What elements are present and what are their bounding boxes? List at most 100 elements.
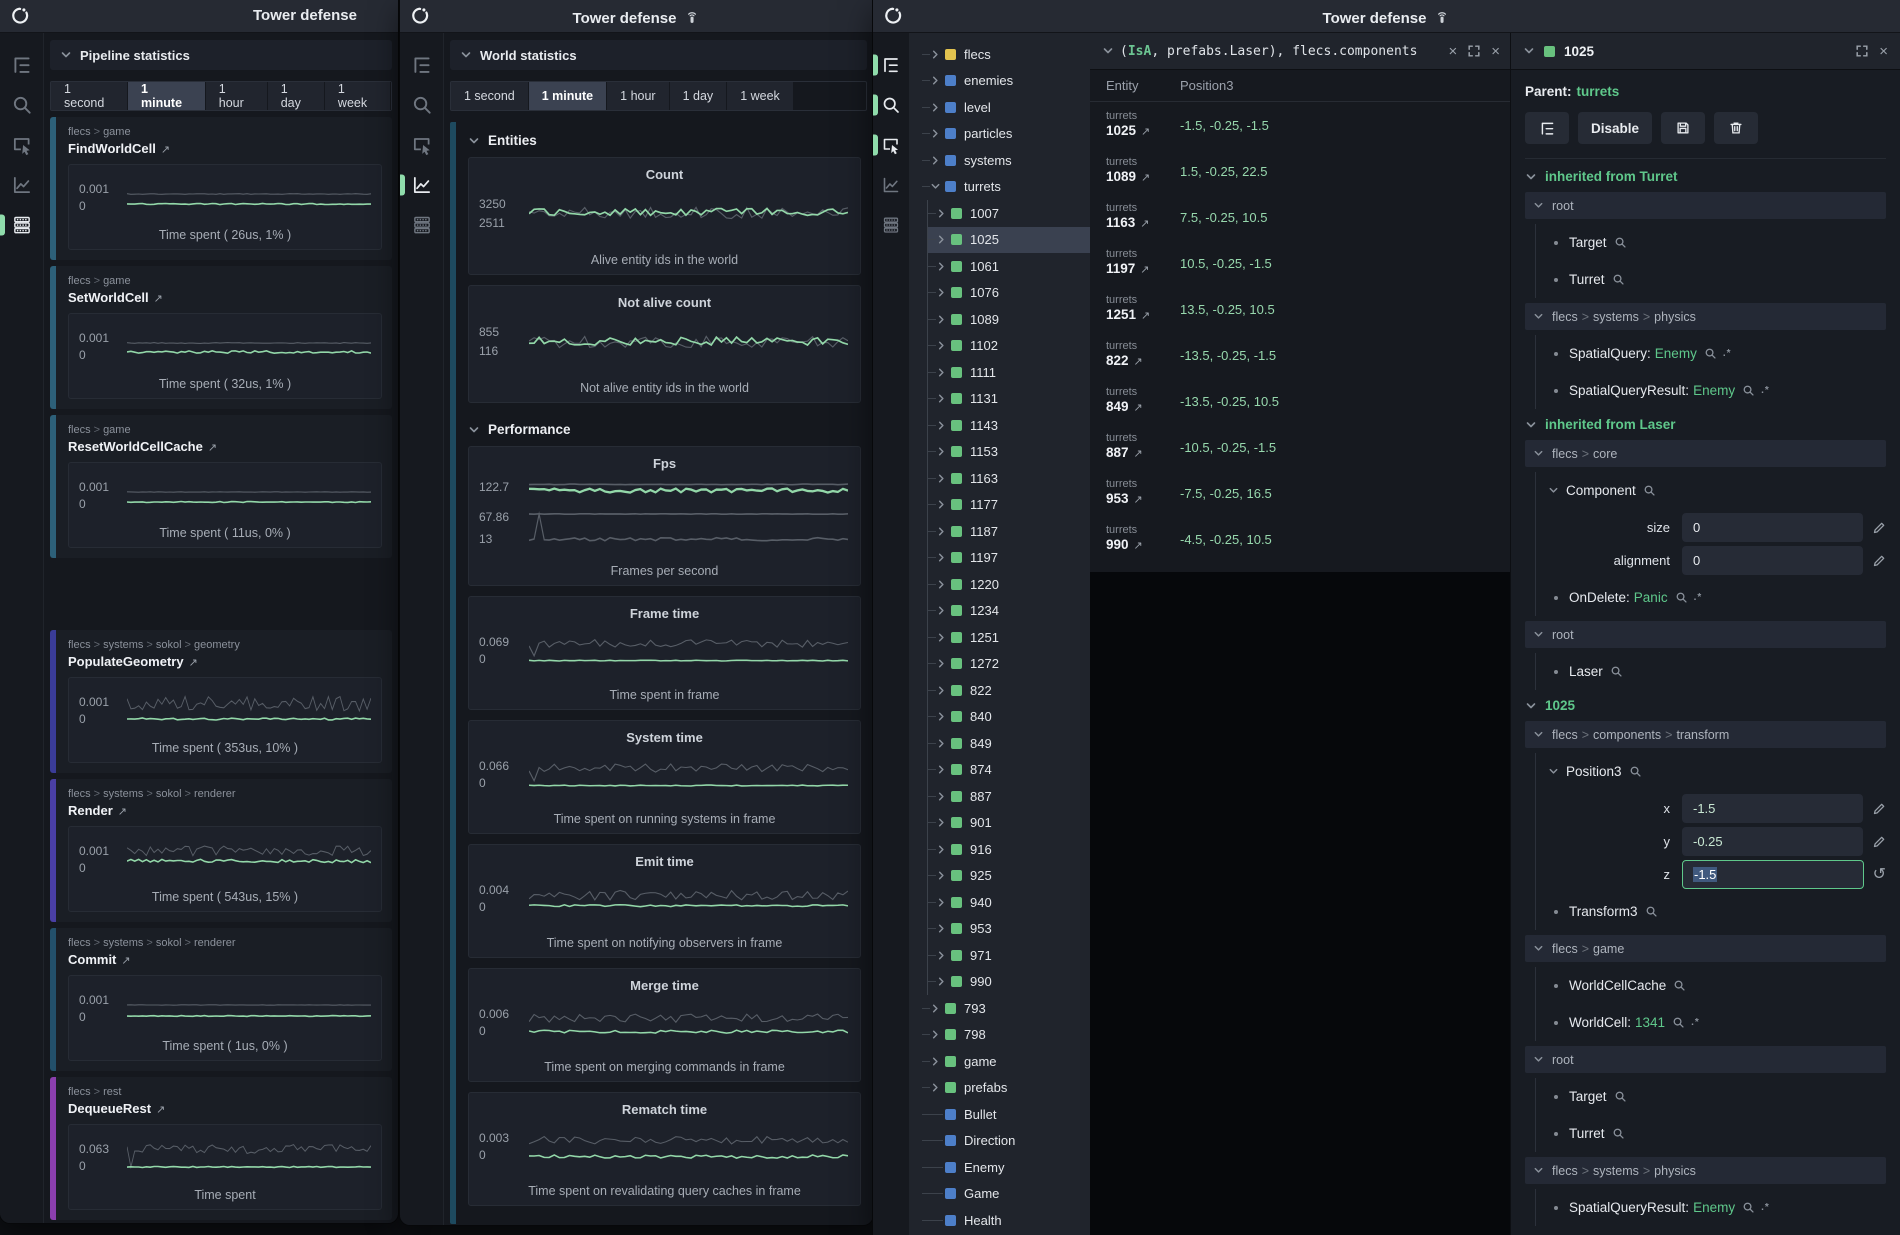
component-row-Position3[interactable]: Position3 [1536, 753, 1886, 790]
external-link-icon[interactable]: ↗ [160, 144, 171, 156]
time-button-1-week[interactable]: 1 week [727, 82, 794, 110]
tree-item-798[interactable]: 798 [910, 1022, 1090, 1049]
tree-item-1272[interactable]: 1272 [928, 651, 1090, 678]
tree-item-1102[interactable]: 1102 [928, 333, 1090, 360]
magnifier-icon[interactable] [1614, 1090, 1627, 1103]
magnifier-icon[interactable] [1672, 1016, 1685, 1029]
chevron-right-icon[interactable] [936, 870, 949, 881]
sidebar-item-search[interactable] [400, 85, 443, 125]
magnifier-icon[interactable] [1742, 384, 1755, 397]
magnifier-icon[interactable] [1645, 905, 1658, 918]
entity-id-link[interactable]: 887 ↗ [1106, 445, 1143, 460]
sidebar-item-search[interactable] [0, 85, 43, 125]
world-panel-header[interactable]: World statistics [450, 40, 867, 70]
chevron-right-icon[interactable] [936, 950, 949, 961]
external-link-icon[interactable]: ↗ [156, 1104, 166, 1116]
magnifier-icon[interactable] [1610, 665, 1623, 678]
tree-item-1220[interactable]: 1220 [928, 571, 1090, 598]
tree-item-971[interactable]: 971 [928, 942, 1090, 969]
tree-item-Enemy[interactable]: Enemy [910, 1154, 1090, 1181]
chevron-right-icon[interactable] [936, 314, 949, 325]
chevron-right-icon[interactable] [930, 49, 943, 60]
chevron-right-icon[interactable] [930, 1003, 943, 1014]
tree-item-flecs[interactable]: flecs [910, 41, 1090, 68]
component-path-row[interactable]: root [1525, 621, 1886, 648]
sidebar-item-tree[interactable] [873, 45, 909, 85]
component-value-link[interactable]: Panic [1633, 590, 1668, 605]
tree-item-793[interactable]: 793 [910, 995, 1090, 1022]
tree-item-Bullet[interactable]: Bullet [910, 1101, 1090, 1128]
tree-item-990[interactable]: 990 [928, 969, 1090, 996]
magnifier-icon[interactable] [1614, 236, 1627, 249]
tree-item-1153[interactable]: 1153 [928, 439, 1090, 466]
external-link-icon[interactable]: ↗ [207, 442, 218, 454]
tree-item-822[interactable]: 822 [928, 677, 1090, 704]
sidebar-item-search[interactable] [873, 85, 909, 125]
close-icon[interactable]: × [1879, 42, 1888, 60]
chevron-right-icon[interactable] [930, 75, 943, 86]
tree-item-1076[interactable]: 1076 [928, 280, 1090, 307]
tree-item-enemies[interactable]: enemies [910, 68, 1090, 95]
inspector-section-inherited-from-Turret[interactable]: inherited from Turret [1525, 169, 1886, 184]
edit-pencil-icon[interactable] [1872, 554, 1886, 568]
chevron-right-icon[interactable] [936, 658, 949, 669]
entity-id-link[interactable]: 990 ↗ [1106, 537, 1143, 552]
chevron-right-icon[interactable] [936, 817, 949, 828]
external-link-icon[interactable]: ↗ [117, 806, 128, 818]
tree-item-1007[interactable]: 1007 [928, 200, 1090, 227]
tree-item-systems[interactable]: systems [910, 147, 1090, 174]
tree-item-849[interactable]: 849 [928, 730, 1090, 757]
tree-item-1143[interactable]: 1143 [928, 412, 1090, 439]
chevron-right-icon[interactable] [936, 711, 949, 722]
chevron-right-icon[interactable] [936, 261, 949, 272]
time-button-1-second[interactable]: 1 second [51, 82, 129, 110]
chevron-right-icon[interactable] [936, 499, 949, 510]
entity-id-link[interactable]: 953 ↗ [1106, 491, 1143, 506]
chevron-right-icon[interactable] [936, 976, 949, 987]
entity-id-link[interactable]: 1089 ↗ [1106, 169, 1151, 184]
disable-button[interactable]: Disable [1578, 112, 1653, 144]
query-header[interactable]: (IsA, prefabs.Laser), flecs.components ×… [1090, 33, 1510, 70]
fullscreen-icon[interactable] [1855, 44, 1869, 58]
magnifier-icon[interactable] [1612, 273, 1625, 286]
chevron-right-icon[interactable] [936, 287, 949, 298]
tree-item-1111[interactable]: 1111 [928, 359, 1090, 386]
time-button-1-day[interactable]: 1 day [669, 82, 728, 110]
edit-pencil-icon[interactable] [1872, 835, 1886, 849]
chevron-right-icon[interactable] [930, 128, 943, 139]
parent-link[interactable]: turrets [1576, 84, 1620, 99]
chevron-right-icon[interactable] [936, 367, 949, 378]
chevron-right-icon[interactable] [936, 844, 949, 855]
time-button-1-hour[interactable]: 1 hour [205, 82, 268, 110]
section-header-entities[interactable]: Entities [464, 124, 863, 157]
field-input-y[interactable]: -0.25 [1682, 827, 1863, 856]
tree-item-874[interactable]: 874 [928, 757, 1090, 784]
chevron-right-icon[interactable] [936, 685, 949, 696]
sidebar-item-stats[interactable] [0, 205, 43, 245]
magnifier-icon[interactable] [1704, 347, 1717, 360]
field-input-x[interactable]: -1.5 [1682, 794, 1863, 823]
titlebar[interactable]: Tower defense [873, 0, 1900, 33]
chevron-right-icon[interactable] [930, 155, 943, 166]
component-value-link[interactable]: 1341 [1635, 1015, 1666, 1030]
field-input-z[interactable]: -1.5 [1682, 860, 1864, 889]
chevron-right-icon[interactable] [930, 102, 943, 113]
tree-item-916[interactable]: 916 [928, 836, 1090, 863]
tree-item-1025[interactable]: 1025 [928, 226, 1090, 253]
chevron-down-icon[interactable] [930, 181, 943, 192]
tree-item-887[interactable]: 887 [928, 783, 1090, 810]
component-value-link[interactable]: Enemy [1693, 383, 1736, 398]
sidebar-item-select[interactable] [873, 125, 909, 165]
chevron-right-icon[interactable] [936, 579, 949, 590]
save-button[interactable] [1661, 112, 1706, 144]
tree-item-Health[interactable]: Health [910, 1207, 1090, 1234]
sidebar-item-chart[interactable] [0, 165, 43, 205]
time-button-1-second[interactable]: 1 second [451, 82, 529, 110]
entity-id-link[interactable]: 1025 ↗ [1106, 123, 1151, 138]
magnifier-icon[interactable] [1742, 1201, 1755, 1214]
chevron-right-icon[interactable] [936, 340, 949, 351]
sidebar-item-chart[interactable] [400, 165, 443, 205]
tree-item-prefabs[interactable]: prefabs [910, 1075, 1090, 1102]
time-button-1-day[interactable]: 1 day [267, 82, 325, 110]
time-button-1-minute[interactable]: 1 minute [128, 82, 206, 110]
